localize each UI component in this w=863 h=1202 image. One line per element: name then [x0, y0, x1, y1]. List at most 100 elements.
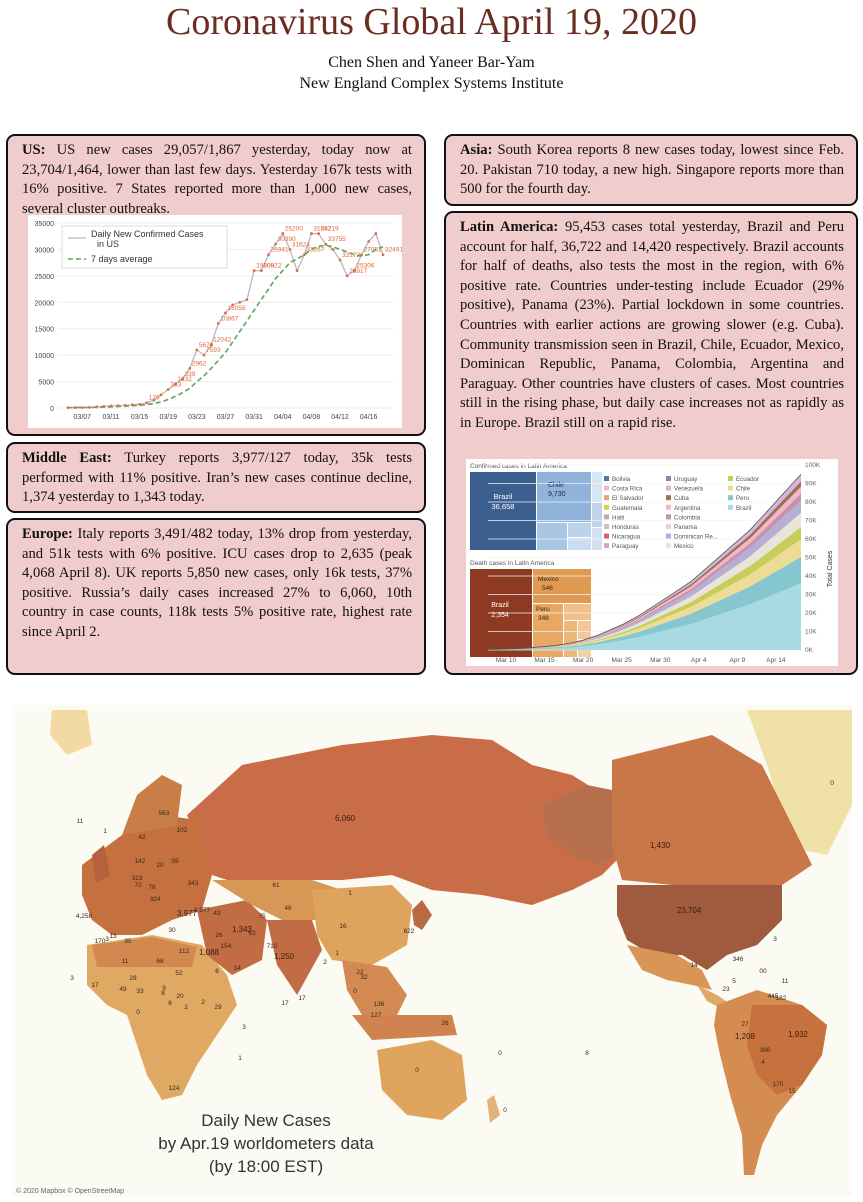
map-value-label: 14: [233, 965, 241, 972]
map-value-label: 17: [91, 982, 99, 989]
la-legend-swatch: [666, 504, 671, 510]
central-asia-shape: [212, 880, 342, 920]
us-daily-point: [131, 403, 134, 407]
us-chart-x-tick: 04/04: [274, 414, 292, 421]
us-daily-point: [195, 348, 199, 352]
la-area-total-line: [487, 474, 802, 650]
treemap-label-mexico: Mexico: [538, 576, 559, 583]
india-shape: [267, 920, 322, 995]
map-caption-line-1: Daily New Cases: [201, 1111, 330, 1130]
latin-america-chart-svg: Confirmed cases in Latin AmericaBrazil36…: [470, 462, 834, 664]
russia-shape: [187, 735, 632, 905]
map-value-label: 154: [221, 943, 232, 950]
page-title: Coronavirus Global April 19, 2020: [166, 1, 697, 43]
us-chart-data-label: 25200: [285, 226, 303, 233]
treemap-cell-other-deaths: [564, 604, 591, 620]
us-chart-y-tick: 10000: [35, 353, 55, 360]
us-chart-data-label: 32491: [385, 247, 402, 254]
la-area-y-tick: 30K: [805, 592, 817, 599]
map-value-label: 11: [122, 958, 129, 965]
map-value-label: 124: [169, 1085, 180, 1092]
us-chart-y-tick: 5000: [38, 380, 54, 387]
la-area-x-tick: Mar 25: [612, 657, 633, 664]
us-daily-cases-chart: 0 5000 10000 15000 20000 25000 30000 35000 03/07…: [28, 215, 403, 428]
map-value-label: 16: [339, 923, 347, 930]
us-chart-data-label: 28219: [321, 226, 339, 233]
map-caption: Daily New Cases by Apr.19 worldometers d…: [158, 1111, 374, 1176]
map-value-label: 1,088: [199, 948, 220, 957]
us-chart-x-tick: 03/15: [131, 414, 149, 421]
map-value-label: 1,343: [232, 925, 253, 934]
us-daily-point: [216, 322, 220, 325]
us-daily-point: [252, 269, 256, 272]
us-daily-point: [188, 366, 192, 370]
la-legend-item: Paraguay: [612, 543, 639, 550]
la-area-y-tick: 90K: [805, 481, 817, 488]
map-value-label: 23,704: [677, 906, 702, 915]
la-legend-item: Venezuela: [674, 486, 703, 493]
new-zealand-shape: [487, 1095, 500, 1123]
la-area-x-tick: Mar 30: [650, 657, 671, 664]
la-area-band: [488, 539, 801, 650]
us-daily-point: [123, 403, 127, 407]
la-legend-item: Brazil: [736, 505, 751, 512]
us-chart-x-tick: 03/11: [102, 414, 119, 421]
map-value-label: 3: [105, 936, 109, 943]
latin-america-heading: Latin America:: [460, 219, 559, 235]
us-chart-data-label: 18058: [228, 305, 246, 312]
us-chart-x-tick: 04/08: [303, 414, 321, 421]
map-value-label: 3: [242, 1024, 246, 1031]
la-area-y-tick: 10K: [805, 629, 817, 636]
us-chart-data-label: 7593: [206, 347, 221, 354]
map-value-label: 313: [132, 875, 143, 882]
treemap-value-brazil-deaths: 2,354: [491, 612, 509, 619]
map-value-label: 6: [168, 1000, 172, 1007]
us-chart-data-label: 339: [185, 371, 196, 378]
us-daily-point: [267, 253, 270, 257]
treemap-cell-brazil-confirmed: [470, 472, 536, 550]
us-chart-y-tick: 35000: [35, 221, 55, 228]
map-value-label: 2: [323, 959, 327, 966]
us-chart-x-tick: 03/07: [74, 414, 92, 421]
map-value-label: 43: [213, 910, 221, 917]
us-daily-point: [181, 377, 184, 381]
us-chart-x-tick: 03/23: [188, 414, 206, 421]
la-legend-swatch: [604, 533, 609, 539]
map-value-label: 1,250: [274, 952, 295, 961]
map-value-label: 0: [353, 988, 357, 995]
la-legend-swatch: [728, 504, 733, 510]
japan-shape: [412, 900, 432, 930]
treemap-value-peru: 348: [538, 615, 549, 622]
map-value-label: 5: [732, 978, 736, 985]
us-daily-point: [360, 253, 363, 257]
southeast-asia-shape: [342, 960, 407, 1025]
map-value-label: 563: [159, 810, 170, 817]
la-area-band: [488, 556, 801, 650]
treemap-cell-other-confirmed: [592, 472, 602, 502]
us-chart-y-tick: 25000: [35, 274, 55, 281]
us-daily-point: [352, 269, 356, 272]
middle-east-heading: Middle East:: [22, 450, 112, 466]
us-chart-data-label: 1832: [177, 376, 192, 383]
map-value-label: 8: [161, 990, 165, 997]
map-value-label: 710: [267, 943, 278, 950]
la-legend-item: Mexico: [674, 543, 694, 550]
us-daily-point: [116, 404, 120, 408]
la-area-y-tick: 40K: [805, 573, 817, 580]
us-chart-data-label: 12042: [213, 337, 231, 344]
la-legend-item: Ecuador: [736, 476, 759, 483]
la-area-y-tick: 20K: [805, 610, 817, 617]
map-value-label: 22: [356, 969, 364, 976]
us-chart-data-label: 5676: [199, 342, 214, 349]
map-value-label: 49: [119, 986, 127, 993]
map-value-label: 170: [95, 938, 106, 945]
map-value-label: 366: [760, 1047, 771, 1054]
map-value-label: 28: [129, 975, 137, 982]
treemap-cell-other-confirmed: [592, 503, 602, 527]
map-value-label: 6,060: [335, 814, 356, 823]
us-daily-point: [238, 300, 242, 304]
map-value-label: 52: [175, 970, 183, 977]
us-body: US new cases 29,057/1,867 yesterday, tod…: [22, 142, 412, 217]
us-daily-point: [95, 405, 99, 409]
map-value-label: 33: [136, 988, 144, 995]
